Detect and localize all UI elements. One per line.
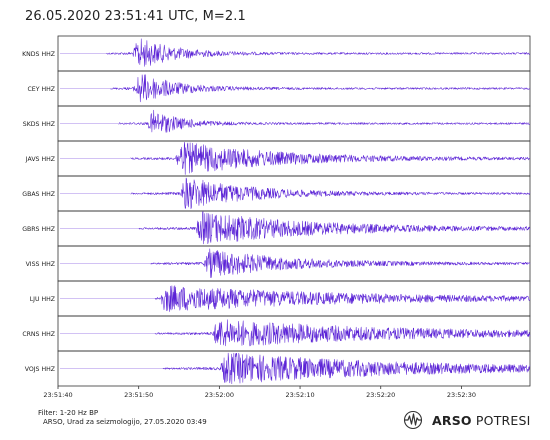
- x-tick-label: 23:51:50: [124, 391, 153, 399]
- station-label: VISS HHZ: [26, 261, 55, 268]
- station-panel: KNDS HHZ: [22, 35, 531, 72]
- credit-note: ARSO, Urad za seizmologijo, 27.05.2020 0…: [43, 418, 207, 426]
- station-label: KNDS HHZ: [22, 51, 55, 58]
- station-panel: CEY HHZ: [27, 70, 531, 107]
- seismic-trace: [154, 285, 531, 312]
- x-tick-label: 23:52:20: [366, 391, 395, 399]
- filter-note: Filter: 1-20 Hz BP: [38, 409, 99, 417]
- x-tick-label: 23:51:40: [43, 391, 72, 399]
- station-label: CEY HHZ: [27, 86, 55, 93]
- seismic-trace: [130, 141, 531, 175]
- x-tick-label: 23:52:10: [285, 391, 314, 399]
- arso-potresi-logo[interactable]: ARSO POTRESI: [402, 410, 531, 430]
- station-label: VOJS HHZ: [25, 366, 55, 373]
- station-panel: LJU HHZ: [30, 280, 531, 317]
- seismic-trace: [150, 248, 531, 278]
- seismic-trace: [118, 109, 531, 133]
- seismic-trace: [106, 38, 531, 67]
- station-panel: GBAS HHZ: [22, 175, 531, 212]
- station-panel: CRNS HHZ: [22, 315, 531, 352]
- seismic-trace: [154, 319, 531, 347]
- time-axis: 23:51:40 23:51:50 23:52:00 23:52:10 23:52:20…: [43, 386, 476, 399]
- x-tick-label: 23:52:00: [205, 391, 234, 399]
- station-label: GBAS HHZ: [22, 191, 55, 198]
- station-label: CRNS HHZ: [22, 331, 55, 338]
- station-panel: SKDS HHZ: [23, 105, 531, 142]
- seismic-trace: [162, 352, 531, 385]
- seismic-trace: [110, 74, 531, 103]
- seismic-wave-icon: [403, 410, 423, 430]
- brand-light: POTRESI: [475, 412, 531, 428]
- chart-title: 26.05.2020 23:51:41 UTC, M=2.1: [25, 9, 246, 24]
- x-tick-label: 23:52:30: [447, 391, 476, 399]
- station-panel: VISS HHZ: [26, 245, 531, 282]
- station-label: GBRS HHZ: [22, 226, 55, 233]
- station-panel: JAVS HHZ: [25, 140, 531, 177]
- station-label: LJU HHZ: [30, 296, 55, 303]
- station-panel: VOJS HHZ: [25, 350, 531, 387]
- panel-frame: [57, 350, 531, 387]
- seismic-trace: [138, 211, 531, 245]
- brand-bold: ARSO: [432, 412, 472, 428]
- brand-wordmark: ARSO POTRESI: [432, 413, 531, 428]
- station-panels: KNDS HHZ CEY HHZ SKDS HHZ JAVS HHZ GBAS HHZ G…: [22, 35, 531, 387]
- station-panel: GBRS HHZ: [22, 210, 531, 247]
- station-label: SKDS HHZ: [23, 121, 55, 128]
- station-label: JAVS HHZ: [25, 156, 55, 163]
- seismic-trace: [130, 177, 531, 209]
